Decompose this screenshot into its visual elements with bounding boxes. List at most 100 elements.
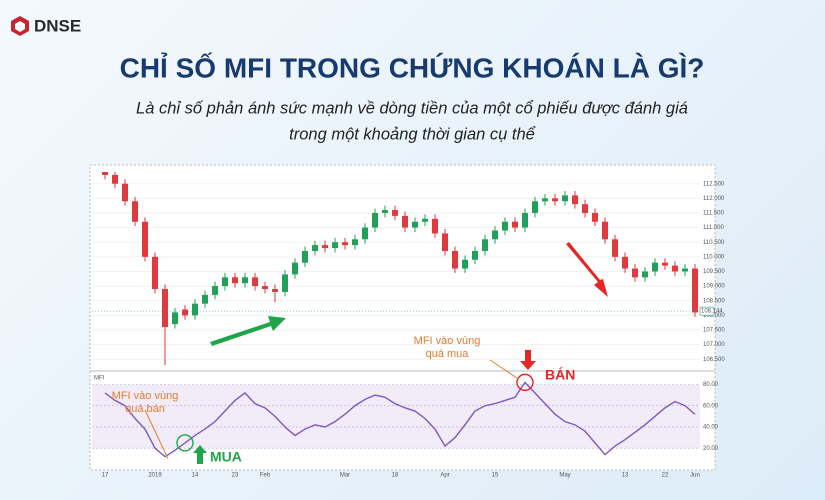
- y-tick-label: 108.000: [703, 313, 725, 319]
- candle-body: [632, 268, 638, 278]
- candle-body: [342, 242, 348, 246]
- annotation-pointer: [489, 359, 520, 380]
- candle-body: [242, 277, 248, 284]
- down-trend-arrow: [566, 242, 608, 297]
- candle-body: [282, 274, 288, 292]
- brand: DNSE: [34, 16, 81, 35]
- last-price-box: [699, 306, 715, 316]
- x-tick-label: 13: [622, 473, 629, 479]
- candle-body: [652, 262, 658, 272]
- candle-body: [372, 212, 378, 228]
- sell-arrow: [520, 350, 536, 370]
- annotation: quá mua: [426, 348, 470, 360]
- candle-body: [542, 198, 548, 202]
- x-tick-label: Apr: [440, 473, 449, 479]
- y-tick-label: 80.00: [703, 382, 719, 388]
- subtitle: trong một khoảng thời gian cụ thể: [289, 125, 536, 143]
- annotation-pointer: [144, 409, 169, 459]
- x-tick-label: 15: [492, 473, 499, 479]
- candle-body: [112, 174, 118, 184]
- sell-signal: BÁN: [545, 367, 575, 383]
- candle-body: [532, 201, 538, 213]
- candle-body: [272, 289, 278, 292]
- candle-body: [442, 233, 448, 251]
- candle-body: [692, 268, 698, 313]
- y-tick-label: 60.00: [703, 403, 719, 409]
- candle-body: [182, 309, 188, 316]
- annotation: quá bán: [125, 403, 165, 415]
- candle-body: [682, 268, 688, 272]
- x-tick-label: Mar: [340, 473, 350, 479]
- candle-body: [382, 210, 388, 213]
- candle-body: [132, 201, 138, 222]
- candle-body: [552, 198, 558, 202]
- y-tick-label: 40.00: [703, 425, 719, 431]
- logo: DNSE: [11, 16, 81, 36]
- candle-body: [212, 286, 218, 295]
- candle-body: [602, 221, 608, 240]
- candle-body: [522, 212, 528, 228]
- candle-body: [122, 183, 128, 202]
- candle-body: [142, 221, 148, 257]
- x-tick-label: 22: [662, 473, 669, 479]
- candle-body: [362, 227, 368, 240]
- annotation: MFI vào vùng: [112, 390, 179, 402]
- candle-body: [482, 239, 488, 251]
- candle-body: [422, 218, 428, 222]
- mfi-line: [104, 381, 696, 458]
- last-price-label: 108.144: [701, 309, 723, 315]
- candle-body: [472, 250, 478, 260]
- candle-body: [162, 289, 168, 328]
- candle-body: [492, 230, 498, 240]
- y-tick-label: 20.00: [703, 446, 719, 452]
- y-tick-label: 111.000: [703, 225, 724, 231]
- logo-icon-inner: [15, 21, 25, 32]
- y-tick-label: 107.000: [703, 342, 725, 348]
- candle-body: [462, 259, 468, 269]
- y-tick-label: 111.500: [703, 211, 724, 217]
- signal-circle: [176, 434, 194, 452]
- candle-body: [562, 195, 568, 202]
- x-tick-label: 23: [232, 473, 239, 479]
- candle-body: [202, 294, 208, 304]
- candle-body: [172, 312, 178, 325]
- y-tick-label: 107.500: [703, 328, 725, 334]
- title: CHỈ SỐ MFI TRONG CHỨNG KHOÁN LÀ GÌ?: [120, 51, 705, 83]
- y-tick-label: 110.500: [703, 240, 725, 246]
- candle-body: [292, 262, 298, 275]
- buy-arrow: [193, 445, 207, 464]
- y-tick-label: 112.000: [703, 196, 725, 202]
- candle-body: [592, 212, 598, 222]
- candle-body: [352, 239, 358, 246]
- candle-body: [322, 245, 328, 249]
- candle-body: [612, 239, 618, 257]
- candle-body: [312, 245, 318, 251]
- x-tick-label: 14: [192, 473, 199, 479]
- mfi-band: [92, 384, 700, 449]
- x-tick-label: Jun: [690, 473, 700, 479]
- y-tick-label: 108.500: [703, 298, 725, 304]
- candle-body: [102, 172, 108, 175]
- plot: 106.500 107.000 107.500 108.000 108.500 109.0…: [92, 172, 725, 479]
- series-name: MFI: [94, 376, 105, 382]
- candle-body: [642, 271, 648, 278]
- up-trend-arrow: [210, 316, 286, 346]
- candle-body: [262, 286, 268, 290]
- candle-body: [622, 256, 628, 269]
- candle-body: [672, 265, 678, 272]
- y-tick-label: 110.000: [703, 254, 725, 260]
- candle-body: [332, 242, 338, 249]
- candle-body: [392, 210, 398, 216]
- annotation: MFI vào vùng: [414, 335, 481, 347]
- y-tick-label: 106.500: [703, 357, 725, 363]
- y-tick-label: 109.000: [703, 284, 725, 290]
- candle-body: [582, 204, 588, 213]
- candle-body: [402, 215, 408, 228]
- candle-body: [192, 303, 198, 316]
- candle-body: [232, 277, 238, 284]
- x-tick-label: May: [559, 473, 570, 479]
- signal-circle: [516, 373, 534, 392]
- candle-body: [572, 195, 578, 205]
- y-tick-label: 109.500: [703, 269, 725, 275]
